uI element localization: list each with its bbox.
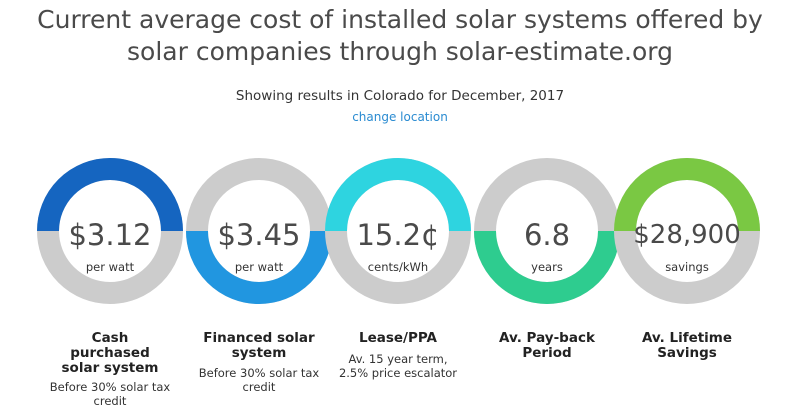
lifetime-label-line-1: Av. Lifetime — [641, 330, 733, 346]
lease-note-line-1: Av. 15 year term, — [348, 352, 448, 366]
financed-label-line-2: system — [231, 345, 287, 361]
cash-label-line-1: Cash — [91, 330, 129, 346]
financed-price-value: $3.45 — [217, 218, 301, 252]
title-line-1: Current average cost of installed solar … — [37, 5, 763, 34]
page-title: Current average cost of installed solar … — [0, 4, 800, 68]
cash-note-line-2: credit — [93, 394, 127, 408]
lease-ring-arc — [325, 158, 471, 232]
cash-note: Before 30% solar tax credit — [25, 380, 195, 408]
lease-note: Av. 15 year term, 2.5% price escalator — [313, 352, 483, 380]
cash-ring-arc — [37, 158, 183, 232]
lease-label: Lease/PPA — [313, 331, 483, 346]
payback-label-line-1: Av. Pay-back — [499, 330, 595, 346]
lifetime-savings-value: $28,900 — [633, 220, 741, 250]
financed-label: Financed solar system — [174, 331, 344, 361]
cash-label-line-2: purchased — [70, 345, 150, 361]
lifetime-savings-unit: savings — [665, 260, 709, 274]
financed-note-line-2: credit — [242, 380, 276, 394]
financed-note-line-1: Before 30% solar tax — [198, 366, 320, 380]
financed-ring-graphic — [186, 158, 332, 304]
payback-ring-arc — [474, 230, 620, 304]
lease-label-line-1: Lease/PPA — [359, 330, 437, 346]
lifetime-ring-arc — [614, 158, 760, 232]
lifetime-label: Av. Lifetime Savings — [602, 331, 772, 361]
lease-note-line-2: 2.5% price escalator — [338, 366, 458, 380]
lease-price-value: 15.2¢ — [356, 218, 440, 252]
financed-price-unit: per watt — [234, 260, 284, 274]
cash-price-value: $3.12 — [68, 218, 152, 252]
lifetime-ring-graphic — [614, 158, 760, 304]
payback-ring-graphic — [474, 158, 620, 304]
financed-label-line-1: Financed solar — [203, 330, 315, 346]
cash-label: Cash purchased solar system — [25, 331, 195, 376]
results-subtitle: Showing results in Colorado for December… — [235, 88, 565, 104]
lease-price-unit: cents/kWh — [367, 260, 429, 274]
payback-unit: years — [531, 260, 563, 274]
financed-ring-arc — [186, 230, 332, 304]
cash-ring-graphic — [37, 158, 183, 304]
financed-note: Before 30% solar tax credit — [174, 366, 344, 394]
change-location-link[interactable]: change location — [352, 110, 448, 124]
payback-value: 6.8 — [523, 218, 571, 252]
payback-label-line-2: Period — [522, 345, 572, 361]
cash-price-unit: per watt — [85, 260, 135, 274]
lease-ring-graphic — [325, 158, 471, 304]
cash-note-line-1: Before 30% solar tax — [49, 380, 171, 394]
lifetime-label-line-2: Savings — [657, 345, 717, 361]
cash-label-line-3: solar system — [61, 360, 159, 376]
payback-label: Av. Pay-back Period — [462, 331, 632, 361]
title-line-2: solar companies through solar-estimate.o… — [127, 37, 673, 66]
